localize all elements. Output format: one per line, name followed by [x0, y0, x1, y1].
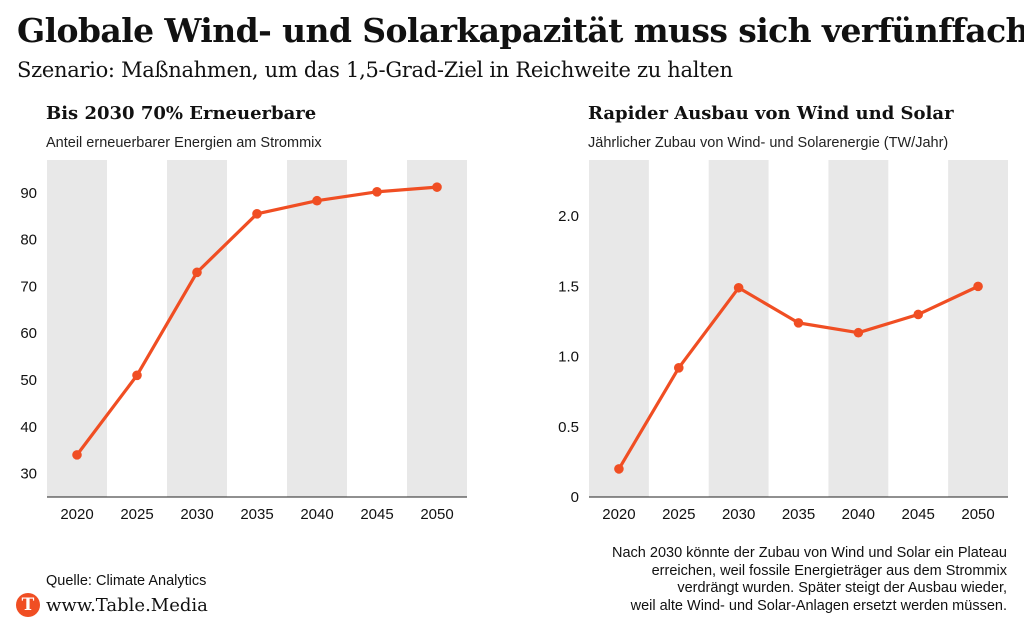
data-point — [614, 464, 624, 474]
note-line: weil alte Wind- und Solar-Anlagen ersetz… — [630, 597, 1007, 614]
y-tick-label: 0 — [571, 489, 579, 506]
page-subtitle: Szenario: Maßnahmen, um das 1,5-Grad-Zie… — [17, 58, 733, 82]
y-tick-label: 80 — [20, 232, 37, 249]
grid-band — [708, 160, 769, 497]
data-point — [733, 282, 744, 293]
data-point — [973, 281, 983, 292]
data-point — [913, 309, 924, 320]
y-tick-label: 0.5 — [558, 419, 579, 436]
left-chart-title: Bis 2030 70% Erneuerbare — [46, 103, 317, 124]
data-point — [853, 327, 864, 338]
y-tick-label: 40 — [20, 419, 37, 436]
x-tick-label: 2050 — [961, 506, 994, 523]
grid-band — [407, 160, 467, 497]
x-tick-label: 2035 — [240, 506, 273, 523]
x-tick-label: 2030 — [180, 506, 213, 523]
x-tick-label: 2040 — [842, 506, 875, 523]
x-tick-label: 2020 — [60, 506, 93, 523]
data-point — [252, 209, 262, 219]
source-label: Quelle: Climate Analytics — [46, 573, 207, 589]
data-point — [132, 370, 142, 381]
x-tick-label: 2020 — [602, 506, 635, 523]
x-tick-label: 2025 — [662, 506, 695, 523]
y-tick-label: 50 — [20, 372, 37, 389]
y-tick-label: 60 — [20, 325, 37, 342]
data-point — [793, 318, 804, 328]
series-line — [617, 284, 980, 471]
table-media-logo-icon: T — [16, 593, 40, 617]
brand-url[interactable]: www.Table.Media — [46, 594, 208, 616]
y-tick-label: 2.0 — [558, 208, 579, 225]
data-point — [72, 450, 82, 460]
grid-band — [589, 160, 649, 497]
grid-band — [948, 160, 1008, 497]
note-line: verdrängt wurden. Später steigt der Ausb… — [677, 580, 1007, 596]
left-chart-subtitle: Anteil erneuerbarer Energien am Strommix — [46, 135, 322, 151]
x-tick-label: 2030 — [722, 506, 755, 523]
data-point — [372, 187, 382, 197]
x-tick-label: 2035 — [782, 506, 815, 523]
x-tick-label: 2050 — [420, 506, 453, 523]
brand[interactable]: T www.Table.Media — [16, 593, 208, 617]
note-line: erreichen, weil fossile Energieträger au… — [651, 562, 1007, 579]
y-tick-label: 70 — [20, 278, 37, 295]
x-tick-label: 2025 — [120, 506, 153, 523]
data-point — [312, 195, 322, 206]
grid-band — [287, 160, 347, 497]
y-tick-label: 1.5 — [558, 278, 579, 295]
grid-band — [47, 160, 107, 497]
data-point — [192, 267, 202, 278]
x-tick-label: 2040 — [300, 506, 333, 523]
page-title: Globale Wind- und Solarkapazität muss si… — [17, 11, 1024, 50]
chart-note: Nach 2030 könnte der Zubau von Wind und … — [547, 545, 1007, 615]
y-tick-label: 1.0 — [558, 349, 579, 366]
data-point — [673, 363, 684, 373]
x-tick-label: 2045 — [902, 506, 935, 523]
x-tick-label: 2045 — [360, 506, 393, 523]
right-chart-title: Rapider Ausbau von Wind und Solar — [588, 103, 954, 124]
note-line: Nach 2030 könnte der Zubau von Wind und … — [612, 545, 1007, 561]
y-tick-label: 30 — [20, 466, 37, 483]
y-tick-label: 90 — [20, 185, 37, 202]
data-point — [432, 182, 442, 192]
grid-band — [167, 160, 227, 497]
right-chart-subtitle: Jährlicher Zubau von Wind- und Solarener… — [588, 135, 949, 151]
